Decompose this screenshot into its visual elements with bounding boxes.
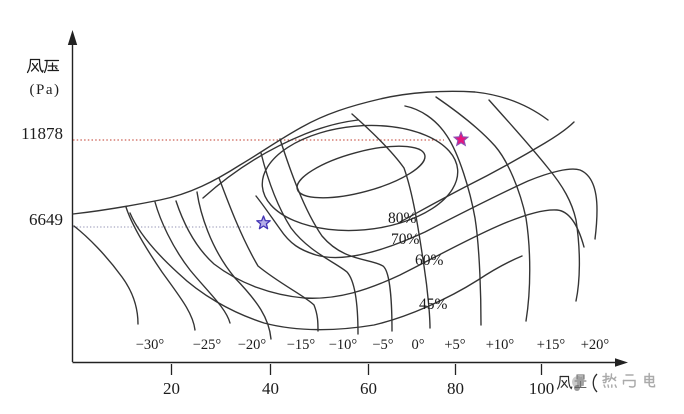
svg-text:20: 20 (163, 379, 180, 398)
svg-text:+5°: +5° (444, 337, 465, 353)
svg-text:6649: 6649 (29, 210, 63, 229)
svg-text:70%: 70% (391, 231, 420, 248)
svg-text:11878: 11878 (21, 124, 63, 143)
svg-text:−20°: −20° (238, 337, 267, 353)
svg-text:60: 60 (360, 379, 377, 398)
svg-text:0°: 0° (411, 337, 424, 353)
svg-text:−15°: −15° (287, 337, 316, 353)
svg-text:+15°: +15° (537, 337, 566, 353)
svg-text:60%: 60% (415, 252, 444, 269)
svg-text:45%: 45% (419, 296, 448, 313)
svg-text:(Pa): (Pa) (30, 82, 61, 98)
svg-text:80%: 80% (388, 210, 417, 227)
svg-text:+10°: +10° (486, 337, 515, 353)
svg-text:−5°: −5° (372, 337, 393, 353)
svg-text:−30°: −30° (136, 337, 165, 353)
svg-text:−10°: −10° (329, 337, 358, 353)
svg-text:+20°: +20° (581, 337, 610, 353)
svg-text:−25°: −25° (193, 337, 222, 353)
svg-text:40: 40 (262, 379, 279, 398)
svg-text:100: 100 (529, 379, 555, 398)
svg-text:80: 80 (447, 379, 464, 398)
